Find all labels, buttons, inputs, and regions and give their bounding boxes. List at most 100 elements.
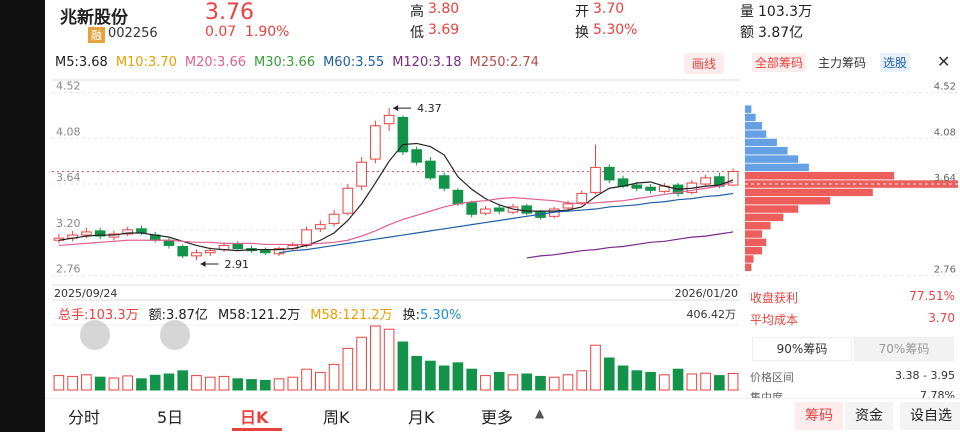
stat-value: 3.87亿 — [758, 25, 804, 41]
y-tick-label: 2.76 — [934, 265, 956, 276]
close-button[interactable]: ✕ — [937, 52, 951, 71]
badge: 融 — [88, 27, 105, 43]
candle-body — [122, 229, 133, 235]
volume-legend: M58:121.2万 — [310, 308, 392, 323]
candle-body — [521, 205, 533, 214]
candle-body — [136, 228, 147, 234]
volume-legend: M58:121.2万 — [218, 308, 300, 323]
chip-tab[interactable]: 全部筹码 — [752, 53, 807, 72]
chip-bar — [745, 130, 767, 138]
volume-bar — [617, 365, 629, 391]
volume-bar — [686, 373, 698, 391]
y-tick-label: 3.64 — [56, 171, 81, 184]
volume-bar — [204, 376, 216, 391]
ma-line — [58, 142, 734, 252]
period-tab[interactable]: 分时 — [68, 408, 101, 427]
ma-legend-item: M5:3.68 — [55, 55, 108, 70]
volume-legend: 总手:103.3万 — [58, 308, 139, 323]
ma-legend-item: M250:2.74 — [469, 55, 539, 70]
candle-body — [452, 189, 464, 205]
volume-bar — [191, 375, 202, 391]
chip-stat-value: 3.70 — [928, 311, 955, 325]
chip-stat-value: 77.51% — [909, 289, 955, 303]
x-label: 2025/09/24 — [54, 287, 117, 300]
range-tab[interactable]: 90%筹码 — [752, 337, 852, 361]
candle-body — [383, 114, 395, 125]
bottom-button[interactable]: 设自选 — [900, 402, 960, 430]
stock-name: 兆新股份 — [60, 8, 128, 28]
volume-bar — [548, 376, 560, 391]
nav-arrow — [80, 320, 110, 350]
annotation-arrowhead — [200, 261, 206, 268]
volume-bar — [301, 368, 312, 391]
bottom-button[interactable]: 资金 — [845, 402, 893, 430]
period-tab[interactable]: 月K — [408, 408, 435, 427]
candle-body — [370, 125, 381, 160]
range-tab[interactable]: 70%筹码 — [854, 337, 954, 361]
chip-tab[interactable]: 主力筹码 — [818, 56, 867, 70]
stat-label: 高 — [410, 4, 424, 20]
period-tab[interactable]: 更多 — [481, 408, 514, 427]
period-tab[interactable]: 5日 — [157, 408, 184, 427]
chip-bar — [745, 155, 799, 163]
volume-bar — [259, 379, 271, 391]
annotation-label: 2.91 — [224, 258, 249, 271]
y-tick-label: 4.52 — [934, 81, 956, 92]
volume-bar — [149, 374, 161, 391]
volume-bar — [315, 371, 326, 391]
stat-label: 换 — [575, 25, 589, 41]
side-strip — [0, 0, 45, 432]
candle-body — [466, 202, 477, 215]
chip-bar — [745, 238, 767, 247]
chip-bar — [745, 105, 752, 113]
candle-body — [700, 177, 711, 185]
y-tick-label: 4.08 — [934, 127, 956, 138]
ma-line — [58, 181, 734, 247]
volume-bar — [81, 374, 92, 391]
chip-bar — [745, 255, 754, 263]
volume-bar — [108, 377, 120, 391]
chip-bar — [745, 147, 788, 155]
chip-bar — [745, 221, 771, 230]
chip-stat-label: 收盘获利 — [750, 291, 799, 305]
chip-bar — [745, 180, 958, 188]
stat-value: 103.3万 — [758, 4, 813, 20]
ma-legend-item: M120:3.18 — [392, 55, 462, 70]
chip-bar — [745, 213, 784, 222]
period-tab[interactable]: 日K — [240, 408, 269, 427]
candle-body — [232, 243, 244, 250]
volume-bar — [590, 344, 601, 391]
volume-bar — [246, 379, 257, 391]
stat-label: 量 — [740, 4, 754, 20]
candle-body — [397, 116, 409, 153]
candle-body — [727, 171, 739, 186]
y-tick-label: 406.42万 — [687, 308, 737, 321]
draw-button[interactable]: 画线 — [684, 53, 725, 74]
volume-bar — [452, 362, 464, 391]
nav-arrow — [160, 320, 190, 350]
candle-body — [301, 229, 312, 246]
candle-body — [411, 149, 422, 163]
volume-bar — [672, 368, 684, 391]
y-tick-label: 3.64 — [934, 173, 956, 184]
volume-bar — [218, 375, 230, 391]
candle-body — [273, 248, 285, 255]
volume-bar — [383, 328, 395, 391]
volume-bar — [397, 341, 409, 391]
chip-bar — [745, 205, 799, 213]
stat-value: 5.30% — [593, 22, 638, 38]
candle-body — [493, 207, 505, 212]
candle-body — [328, 213, 340, 225]
stat-value: 3.69 — [428, 22, 460, 38]
stat-value: 3.70 — [593, 1, 625, 17]
period-tab[interactable]: 周K — [323, 408, 350, 427]
chip-bar — [745, 171, 895, 180]
chip-tab[interactable]: 选股 — [880, 53, 911, 72]
volume-legend: 额:3.87亿 — [149, 308, 208, 323]
stat-value: 3.80 — [428, 1, 460, 17]
bottom-button[interactable]: 筹码 — [795, 402, 843, 430]
candle-body — [590, 166, 601, 193]
volume-bar — [727, 372, 739, 391]
